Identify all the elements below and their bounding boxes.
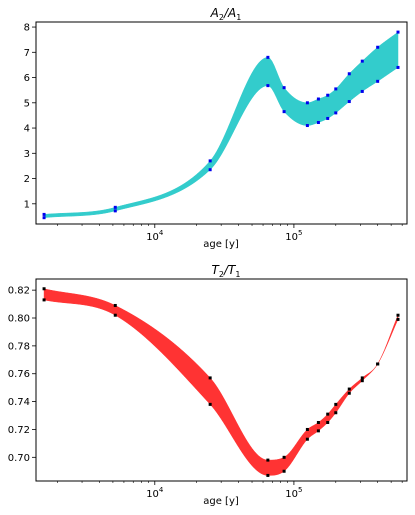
y-tick-label: 0.80: [8, 314, 30, 325]
upper-point: [360, 59, 364, 63]
y-tick-label: 6: [24, 73, 30, 84]
upper-point: [113, 303, 117, 307]
upper-point: [208, 159, 212, 163]
y-tick-label: 4: [24, 124, 30, 135]
lower-point: [347, 100, 351, 104]
upper-point: [347, 72, 351, 76]
plot-area: [42, 287, 400, 477]
chart-a2-a1: A2/A1 age [y] 104 105 1 2 3 4 5 6 7 8: [24, 6, 408, 250]
lower-point: [396, 317, 400, 321]
lower-point: [334, 411, 338, 415]
upper-point: [113, 205, 117, 209]
lower-point: [266, 473, 270, 477]
y-tick-label: 2: [24, 174, 30, 185]
lower-point: [305, 437, 309, 441]
y-tick-label: 0.78: [8, 341, 30, 352]
y-tick-label: 7: [24, 48, 30, 59]
lower-point: [360, 379, 364, 383]
y-tick-label: 1: [24, 199, 30, 210]
axes-frame: [35, 21, 408, 225]
lower-point: [282, 110, 286, 114]
chart-t2-t1: T2/T1 age [y] 104 105 0.70 0.72 0.74 0.76 0.78…: [8, 263, 408, 507]
lower-point: [326, 420, 330, 424]
x-tick-label: 105: [285, 229, 302, 243]
lower-point: [208, 168, 212, 172]
chart-title: T2/T1: [212, 263, 241, 279]
upper-point: [396, 313, 400, 317]
lower-point: [42, 216, 46, 220]
x-tick-label: 104: [146, 229, 164, 243]
upper-point: [266, 55, 270, 59]
lower-point: [376, 362, 380, 366]
y-tick-label: 5: [24, 98, 30, 109]
upper-point: [347, 387, 351, 391]
lower-point: [113, 209, 117, 213]
upper-point: [42, 212, 46, 216]
lower-point: [334, 111, 338, 115]
upper-point: [326, 93, 330, 97]
y-tick-label: 0.76: [8, 369, 30, 380]
upper-point: [305, 427, 309, 431]
plot-area: [42, 30, 400, 220]
upper-point: [42, 287, 46, 291]
x-tick-label: 104: [146, 486, 164, 500]
lower-point: [208, 402, 212, 406]
upper-point: [208, 376, 212, 380]
y-tick-label: 8: [24, 23, 30, 34]
upper-point: [334, 402, 338, 406]
x-tick-label: 105: [285, 486, 302, 500]
upper-point: [316, 420, 320, 424]
y-tick-label: 0.82: [8, 286, 30, 297]
upper-point: [282, 86, 286, 90]
lower-point: [347, 391, 351, 395]
upper-point: [316, 97, 320, 101]
uncertainty-band: [43, 288, 399, 476]
chart-title: A2/A1: [210, 6, 242, 22]
lower-point: [316, 429, 320, 433]
uncertainty-band: [43, 31, 399, 218]
lower-point: [113, 313, 117, 317]
upper-point: [396, 30, 400, 34]
lower-point: [266, 84, 270, 88]
x-axis-label: age [y]: [203, 496, 239, 507]
lower-point: [305, 124, 309, 128]
upper-point: [266, 458, 270, 462]
x-axis-label: age [y]: [203, 239, 239, 250]
lower-point: [360, 89, 364, 93]
y-tick-label: 0.72: [8, 425, 30, 436]
upper-point: [326, 412, 330, 416]
upper-point: [305, 101, 309, 105]
y-tick-label: 3: [24, 149, 30, 160]
y-tick-label: 0.74: [8, 397, 30, 408]
upper-point: [376, 45, 380, 49]
y-tick-label: 0.70: [8, 453, 30, 464]
axes-frame: [35, 278, 408, 482]
upper-point: [334, 87, 338, 91]
lower-point: [316, 120, 320, 124]
upper-point: [282, 455, 286, 459]
lower-point: [396, 65, 400, 69]
upper-point: [360, 376, 364, 380]
lower-point: [282, 469, 286, 473]
lower-point: [376, 79, 380, 83]
lower-point: [42, 298, 46, 302]
lower-point: [326, 116, 330, 120]
